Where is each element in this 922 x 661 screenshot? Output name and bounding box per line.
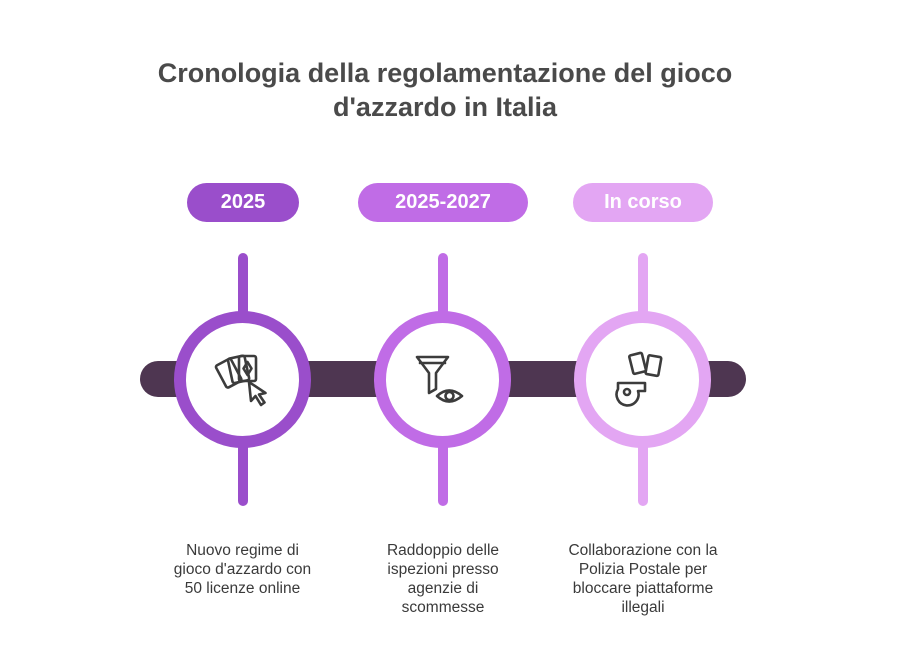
stage-1-year-pill: 2025 (187, 183, 299, 222)
diagram-title: Cronologia della regolamentazione del gi… (140, 56, 750, 124)
stage-3-description: Collaborazione con la Polizia Postale pe… (546, 541, 740, 617)
stage-2-stem-bottom (438, 442, 448, 506)
stage-1-desc-line-2: gioco d'azzardo con (173, 561, 312, 578)
stage-3-stem-top (638, 253, 648, 318)
filter-eye-icon (408, 345, 478, 415)
stage-2-desc-line-1: Raddoppio delle (386, 542, 500, 559)
stage-3-desc-line-1: Collaborazione con la (568, 542, 718, 559)
stage-3-desc-line-3: bloccare piattaforme (572, 580, 714, 597)
stage-1-description: Nuovo regime di gioco d'azzardo con 50 l… (149, 541, 336, 598)
stage-3-stem-bottom (638, 442, 648, 506)
stage-3-desc-line-2: Polizia Postale per (578, 561, 708, 578)
stage-2-desc-line-3: agenzie di (407, 580, 479, 597)
stage-1-desc-line-1: Nuovo regime di (186, 542, 299, 559)
stage-1-stem-top (238, 253, 248, 318)
stage-2-desc-line-2: ispezioni presso (387, 561, 499, 578)
stage-2-stem-top (438, 253, 448, 318)
stage-1-stem-bottom (238, 442, 248, 506)
stage-2-description: Raddoppio delle ispezioni presso agenzie… (358, 541, 528, 617)
whistle-cards-icon (608, 345, 678, 415)
stage-2-desc-line-4: scommesse (401, 599, 485, 616)
stage-3-desc-line-4: illegali (621, 599, 665, 616)
stage-3-status-pill: In corso (573, 183, 713, 222)
playing-cards-cursor-icon (208, 345, 278, 415)
title-line-1: Cronologia della regolamentazione del gi… (157, 58, 733, 88)
title-line-2: d'azzardo in Italia (333, 92, 557, 122)
stage-2-year-pill: 2025-2027 (358, 183, 528, 222)
stage-1-desc-line-3: 50 licenze online (184, 580, 301, 597)
